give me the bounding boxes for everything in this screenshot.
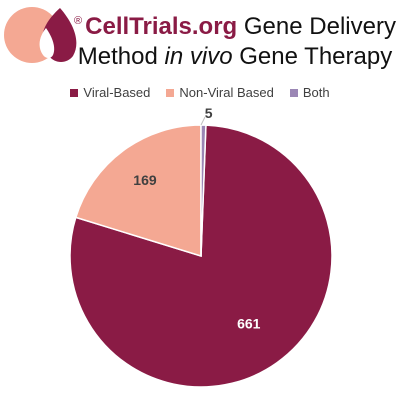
registered-mark: ® (74, 15, 83, 27)
title-line2-italic: in vivo (164, 43, 233, 70)
legend-swatch-both (289, 88, 298, 97)
legend-label-nonviral: Non-Viral Based (179, 85, 274, 100)
legend-item-viral: Viral-Based (70, 85, 150, 100)
logo-white-drop (39, 28, 55, 58)
title-line2: Method in vivo Gene Therapy (72, 42, 398, 72)
data-label-nonviral: 169 (133, 172, 157, 188)
legend-item-nonviral: Non-Viral Based (166, 85, 274, 100)
title-line2-post: Gene Therapy (232, 43, 393, 70)
chart-title: ® CellTrials.org Gene Delivery Method in … (72, 6, 398, 72)
legend-label-both: Both (302, 85, 330, 100)
title-line1-rest: Gene Delivery (237, 13, 396, 40)
legend-swatch-nonviral (166, 88, 175, 97)
legend-label-viral: Viral-Based (83, 85, 151, 100)
brand-name: CellTrials.org (85, 13, 238, 40)
legend-swatch-viral (70, 88, 79, 97)
chart-legend: Viral-Based Non-Viral Based Both (0, 85, 400, 100)
data-label-viral: 661 (237, 315, 261, 331)
leader-line-both (200, 116, 206, 126)
data-label-both: 5 (205, 105, 213, 121)
celltrials-logo (4, 7, 77, 63)
title-line2-pre: Method (77, 43, 165, 70)
legend-item-both: Both (289, 85, 330, 100)
pie-slice-nonviral (74, 124, 202, 258)
